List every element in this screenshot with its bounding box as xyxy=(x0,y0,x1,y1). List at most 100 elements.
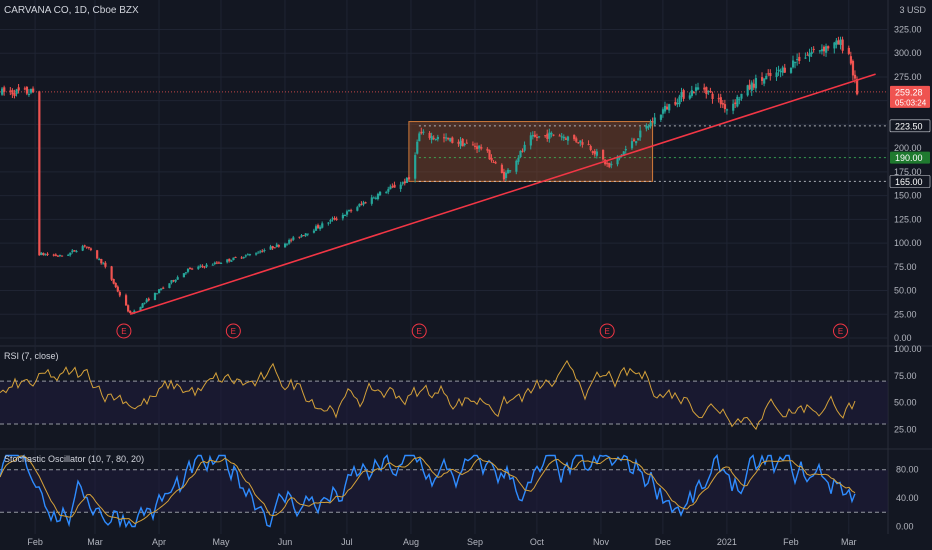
candle-body xyxy=(507,169,510,174)
candle-body xyxy=(486,148,489,151)
candle-body xyxy=(746,85,749,96)
price-tick-label: 150.00 xyxy=(894,191,922,201)
candle-body xyxy=(98,258,101,260)
candle-body xyxy=(533,134,537,137)
candle-body xyxy=(226,259,229,263)
earnings-marker-label: E xyxy=(121,327,126,336)
candle-body xyxy=(500,164,504,174)
candle-body xyxy=(680,92,683,97)
candle-body xyxy=(723,104,727,110)
time-tick-label: Feb xyxy=(783,537,799,547)
candle-body xyxy=(591,151,594,153)
candle-body xyxy=(312,230,316,233)
candle-body xyxy=(155,293,159,295)
candle-body xyxy=(246,254,250,256)
candle-body xyxy=(81,246,84,251)
candle-body xyxy=(403,181,406,184)
candle-body xyxy=(434,138,437,140)
candle-body xyxy=(531,135,534,137)
candle-body xyxy=(692,92,696,94)
candle-body xyxy=(738,99,741,101)
candle-body xyxy=(213,262,216,264)
candle-body xyxy=(659,114,663,120)
rsi-title: RSI (7, close) xyxy=(4,351,59,361)
candle-body xyxy=(833,42,836,49)
candle-body xyxy=(719,97,722,105)
candle-body xyxy=(360,203,363,205)
rsi-band-fill xyxy=(0,381,888,424)
candle-body xyxy=(645,125,648,129)
candle-body xyxy=(104,262,107,267)
candle-body xyxy=(806,54,809,56)
candle-body xyxy=(581,142,584,145)
candle-body xyxy=(228,258,231,261)
earnings-marker-circle xyxy=(225,323,241,339)
candle-body xyxy=(754,78,758,89)
price-badge-bg xyxy=(889,119,931,133)
candle-body xyxy=(314,226,318,231)
stoch-tick-label: 0.00 xyxy=(896,521,914,531)
stoch-title: Stochastic Oscillator (10, 7, 80, 20) xyxy=(4,454,144,464)
candle-body xyxy=(663,105,667,112)
candle-body xyxy=(25,86,29,94)
candle-body xyxy=(517,157,520,162)
candle-body xyxy=(798,56,801,62)
candle-body xyxy=(624,149,627,151)
candle-body xyxy=(118,292,121,296)
candle-body xyxy=(488,150,491,160)
candle-body xyxy=(548,132,551,139)
candle-body xyxy=(839,39,842,45)
candle-body xyxy=(769,72,772,77)
candle-body xyxy=(432,137,435,139)
candle-body xyxy=(248,254,252,256)
earnings-marker-label: E xyxy=(417,327,422,336)
stoch-k-line xyxy=(0,453,856,529)
currency-label[interactable]: 3 USD xyxy=(899,5,926,15)
candle-body xyxy=(232,257,235,261)
time-axis-labels[interactable]: Feb Mar Apr May Jun Jul Aug Sep Oct Nov Dec 2021 Feb… xyxy=(27,537,856,547)
candle-body xyxy=(269,246,272,250)
candle-body xyxy=(3,87,6,92)
candle-body xyxy=(459,140,462,146)
candle-body xyxy=(362,202,365,205)
candle-body xyxy=(564,138,568,140)
trendline[interactable] xyxy=(129,73,876,316)
candle-body xyxy=(734,102,737,105)
candle-body xyxy=(416,141,419,154)
candle-body xyxy=(688,95,691,99)
candle-body xyxy=(32,88,35,93)
range-box[interactable] xyxy=(408,121,654,182)
price-badge-label: 165.00 xyxy=(895,177,923,187)
candle-body xyxy=(414,155,417,179)
price-tick-label: 50.00 xyxy=(894,286,917,296)
candle-body xyxy=(46,253,49,255)
candle-body xyxy=(418,133,421,142)
price-tick-label: 275.00 xyxy=(894,72,922,82)
candle-body xyxy=(376,193,380,200)
earnings-marker-label: E xyxy=(231,327,236,336)
candle-body xyxy=(794,61,797,64)
candle-body xyxy=(765,75,768,80)
candle-body xyxy=(147,298,150,301)
candle-body xyxy=(87,246,90,248)
candle-body xyxy=(668,104,671,111)
time-tick-label: Apr xyxy=(152,537,166,547)
candle-body xyxy=(595,151,599,156)
candle-body xyxy=(391,186,394,188)
candle-body xyxy=(457,141,460,144)
candle-body xyxy=(703,87,706,90)
time-tick-label: May xyxy=(212,537,230,547)
candle-body xyxy=(709,91,712,93)
candle-body xyxy=(465,142,468,144)
candle-body xyxy=(573,134,576,140)
candle-body xyxy=(145,299,148,303)
candle-body xyxy=(589,146,592,150)
rsi-band xyxy=(0,380,888,425)
candle-body xyxy=(436,136,440,140)
stoch-band-fill xyxy=(0,469,888,513)
horizontal-levels[interactable] xyxy=(0,91,888,182)
time-tick-label: Oct xyxy=(530,537,545,547)
price-badge-label: 223.50 xyxy=(895,121,923,131)
